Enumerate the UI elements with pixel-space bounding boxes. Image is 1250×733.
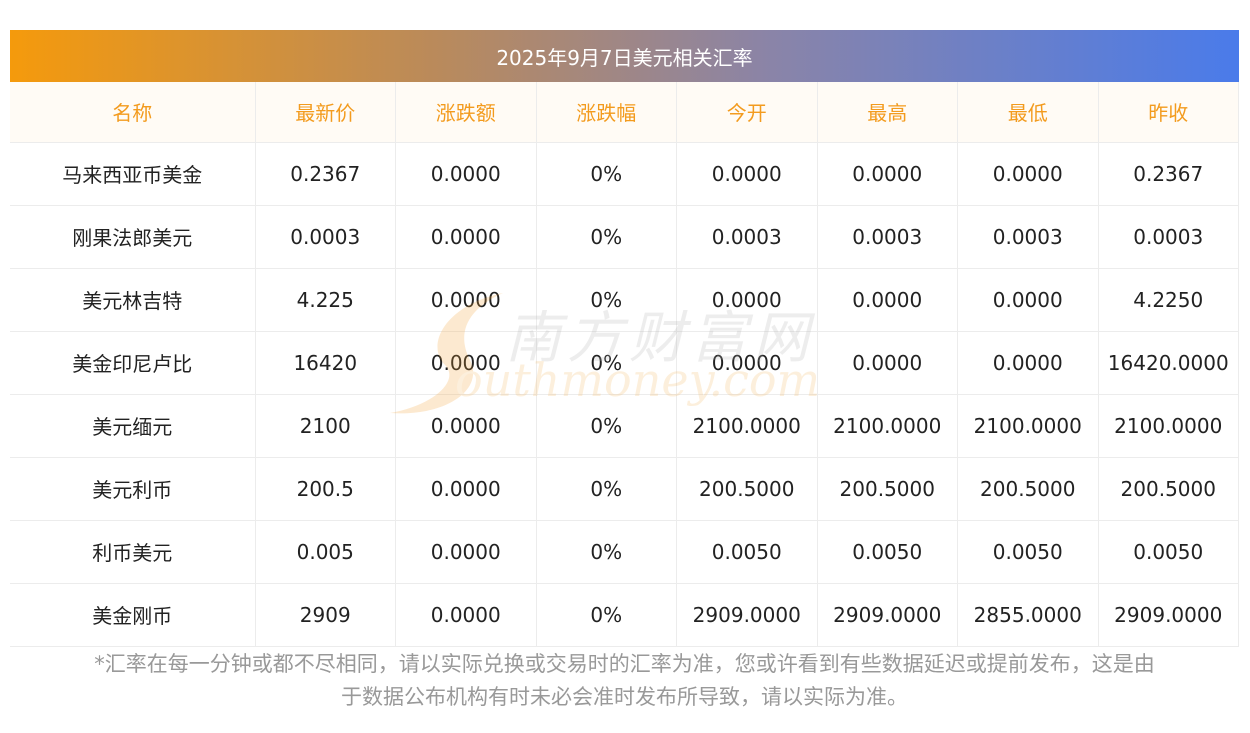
footnote: *汇率在每一分钟或都不尽相同，请以实际兑换或交易时的汇率为准，您或许看到有些数据… — [10, 648, 1239, 714]
cell-name: 利币美元 — [10, 520, 256, 584]
cell-change-percent: 0% — [536, 394, 677, 458]
cell-prev-close: 2100.0000 — [1098, 394, 1239, 458]
table-row: 马来西亚币美金 0.2367 0.0000 0% 0.0000 0.0000 0… — [10, 142, 1239, 206]
cell-change-percent: 0% — [536, 520, 677, 584]
table-row: 利币美元 0.005 0.0000 0% 0.0050 0.0050 0.005… — [10, 520, 1239, 584]
cell-high: 2100.0000 — [817, 394, 958, 458]
cell-change-percent: 0% — [536, 583, 677, 647]
cell-change-percent: 0% — [536, 142, 677, 206]
cell-open: 0.0000 — [676, 268, 818, 332]
cell-change-amount: 0.0000 — [395, 457, 537, 521]
header-prev-close: 昨收 — [1098, 82, 1239, 143]
cell-open: 2909.0000 — [676, 583, 818, 647]
cell-change-percent: 0% — [536, 268, 677, 332]
cell-low: 2855.0000 — [957, 583, 1099, 647]
exchange-rate-table: 名称 最新价 涨跌额 涨跌幅 今开 最高 最低 昨收 马来西亚币美金 0.236… — [10, 82, 1239, 647]
cell-name: 美元缅元 — [10, 394, 256, 458]
cell-change-amount: 0.0000 — [395, 583, 537, 647]
cell-change-percent: 0% — [536, 331, 677, 395]
cell-low: 0.0000 — [957, 142, 1099, 206]
cell-low: 0.0003 — [957, 205, 1099, 269]
cell-open: 0.0000 — [676, 142, 818, 206]
cell-high: 2909.0000 — [817, 583, 958, 647]
cell-name: 美元利币 — [10, 457, 256, 521]
cell-latest-price: 4.225 — [255, 268, 396, 332]
cell-low: 0.0000 — [957, 331, 1099, 395]
cell-prev-close: 0.0050 — [1098, 520, 1239, 584]
cell-prev-close: 0.2367 — [1098, 142, 1239, 206]
header-low: 最低 — [957, 82, 1099, 143]
cell-prev-close: 4.2250 — [1098, 268, 1239, 332]
cell-open: 0.0000 — [676, 331, 818, 395]
header-change-percent: 涨跌幅 — [536, 82, 677, 143]
footnote-line-1: *汇率在每一分钟或都不尽相同，请以实际兑换或交易时的汇率为准，您或许看到有些数据… — [94, 652, 1155, 676]
cell-high: 0.0000 — [817, 331, 958, 395]
cell-latest-price: 2909 — [255, 583, 396, 647]
cell-low: 200.5000 — [957, 457, 1099, 521]
cell-high: 0.0003 — [817, 205, 958, 269]
cell-latest-price: 200.5 — [255, 457, 396, 521]
cell-name: 美金刚币 — [10, 583, 256, 647]
table-row: 美元缅元 2100 0.0000 0% 2100.0000 2100.0000 … — [10, 394, 1239, 458]
cell-change-percent: 0% — [536, 205, 677, 269]
cell-open: 0.0003 — [676, 205, 818, 269]
cell-high: 0.0050 — [817, 520, 958, 584]
cell-name: 美金印尼卢比 — [10, 331, 256, 395]
table-title: 2025年9月7日美元相关汇率 — [10, 30, 1239, 82]
exchange-rate-table-container: 2025年9月7日美元相关汇率 名称 最新价 涨跌额 涨跌幅 今开 最高 最低 … — [10, 30, 1239, 647]
cell-change-amount: 0.0000 — [395, 520, 537, 584]
cell-change-amount: 0.0000 — [395, 331, 537, 395]
cell-high: 200.5000 — [817, 457, 958, 521]
cell-name: 刚果法郎美元 — [10, 205, 256, 269]
table-row: 美金印尼卢比 16420 0.0000 0% 0.0000 0.0000 0.0… — [10, 331, 1239, 395]
table-row: 美元林吉特 4.225 0.0000 0% 0.0000 0.0000 0.00… — [10, 268, 1239, 332]
cell-latest-price: 0.005 — [255, 520, 396, 584]
cell-high: 0.0000 — [817, 268, 958, 332]
table-row: 美金刚币 2909 0.0000 0% 2909.0000 2909.0000 … — [10, 583, 1239, 647]
header-high: 最高 — [817, 82, 958, 143]
header-change-amount: 涨跌额 — [395, 82, 537, 143]
cell-latest-price: 0.2367 — [255, 142, 396, 206]
header-name: 名称 — [10, 82, 256, 143]
cell-change-amount: 0.0000 — [395, 142, 537, 206]
cell-change-percent: 0% — [536, 457, 677, 521]
cell-prev-close: 16420.0000 — [1098, 331, 1239, 395]
table-header-row: 名称 最新价 涨跌额 涨跌幅 今开 最高 最低 昨收 — [10, 82, 1239, 143]
cell-open: 2100.0000 — [676, 394, 818, 458]
footnote-line-2: 于数据公布机构有时未必会准时发布所导致，请以实际为准。 — [341, 685, 908, 709]
cell-low: 0.0000 — [957, 268, 1099, 332]
cell-low: 0.0050 — [957, 520, 1099, 584]
cell-low: 2100.0000 — [957, 394, 1099, 458]
cell-open: 0.0050 — [676, 520, 818, 584]
cell-change-amount: 0.0000 — [395, 268, 537, 332]
cell-high: 0.0000 — [817, 142, 958, 206]
cell-change-amount: 0.0000 — [395, 205, 537, 269]
cell-change-amount: 0.0000 — [395, 394, 537, 458]
table-row: 美元利币 200.5 0.0000 0% 200.5000 200.5000 2… — [10, 457, 1239, 521]
cell-prev-close: 200.5000 — [1098, 457, 1239, 521]
cell-latest-price: 16420 — [255, 331, 396, 395]
cell-open: 200.5000 — [676, 457, 818, 521]
cell-prev-close: 0.0003 — [1098, 205, 1239, 269]
cell-name: 美元林吉特 — [10, 268, 256, 332]
table-row: 刚果法郎美元 0.0003 0.0000 0% 0.0003 0.0003 0.… — [10, 205, 1239, 269]
header-open: 今开 — [676, 82, 818, 143]
header-latest-price: 最新价 — [255, 82, 396, 143]
cell-latest-price: 2100 — [255, 394, 396, 458]
cell-latest-price: 0.0003 — [255, 205, 396, 269]
cell-name: 马来西亚币美金 — [10, 142, 256, 206]
cell-prev-close: 2909.0000 — [1098, 583, 1239, 647]
